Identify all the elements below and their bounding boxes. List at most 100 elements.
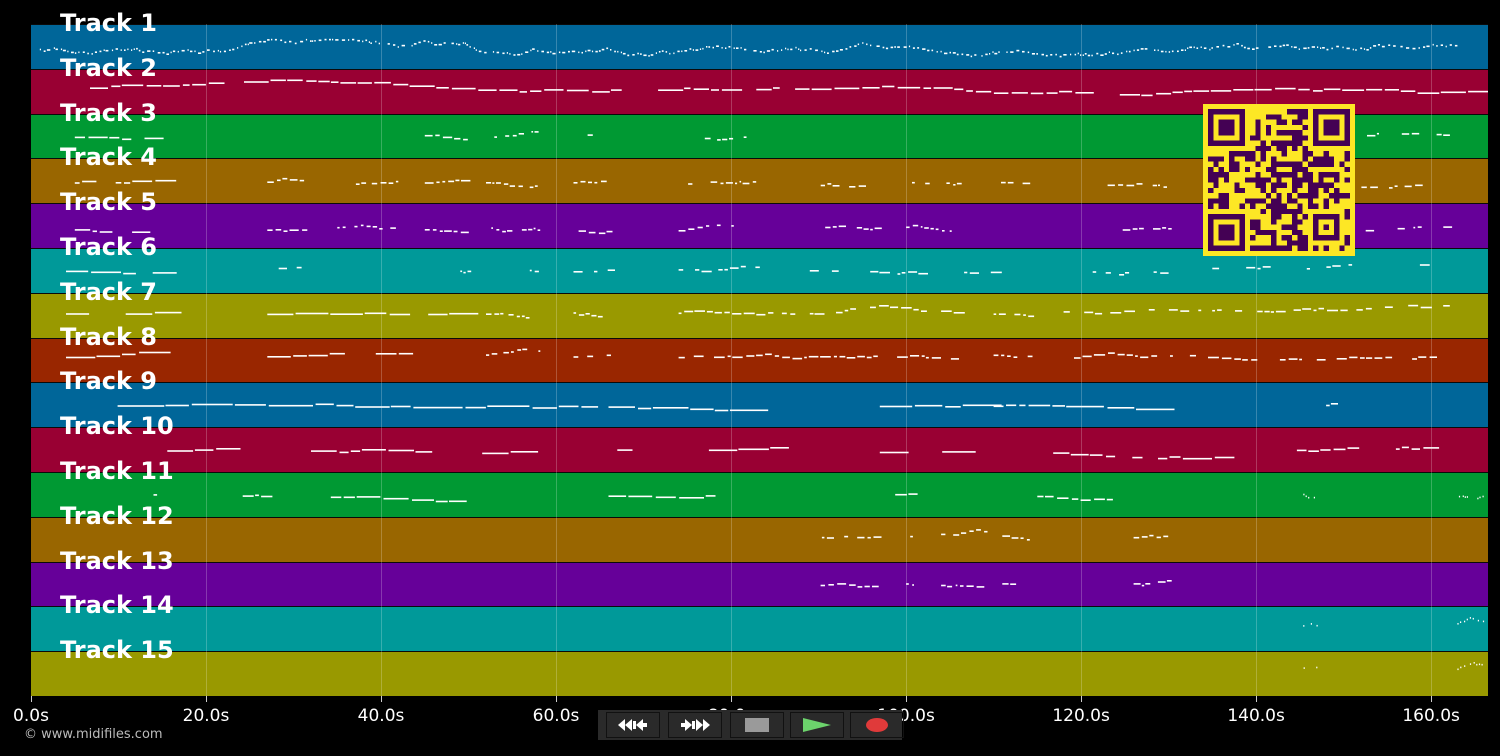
track-label: Track 3 (60, 98, 158, 127)
qr-module (1265, 124, 1272, 131)
midi-note (1279, 45, 1282, 48)
midi-note (678, 269, 684, 271)
midi-note (521, 53, 523, 55)
qr-module (1250, 151, 1256, 157)
midi-note (124, 49, 126, 51)
midi-note (708, 46, 711, 48)
track-lane[interactable] (31, 337, 1488, 383)
tick-label: 120.0s (1052, 706, 1110, 726)
track-label: Track 7 (60, 277, 158, 306)
midi-note (1449, 44, 1452, 46)
qr-module (1229, 161, 1235, 167)
midi-note (714, 409, 729, 412)
qr-module (1297, 130, 1303, 136)
midi-note (255, 494, 259, 497)
midi-note (99, 231, 113, 233)
midi-note (1156, 92, 1172, 95)
midi-note (1311, 46, 1315, 48)
midi-note (849, 46, 852, 48)
midi-note (544, 89, 564, 91)
midi-note (1126, 50, 1128, 53)
qr-module (1292, 140, 1298, 146)
fast-forward-button[interactable] (668, 712, 722, 738)
qr-module (1208, 177, 1214, 183)
midi-note (1133, 583, 1141, 585)
qr-module (1292, 240, 1298, 246)
midi-note (711, 89, 719, 91)
midi-note (721, 47, 723, 49)
midi-note (1057, 497, 1069, 499)
midi-note (870, 44, 872, 47)
midi-note (302, 229, 308, 231)
midi-note (115, 48, 118, 50)
midi-note (1028, 404, 1051, 407)
midi-note (974, 54, 977, 56)
midi-note (88, 136, 108, 139)
midi-note (1432, 43, 1434, 46)
midi-note (1217, 309, 1222, 311)
midi-note (513, 54, 516, 56)
track-lane[interactable] (31, 651, 1488, 697)
qr-module (1276, 193, 1282, 199)
midi-note (1330, 403, 1338, 405)
qr-module (1276, 177, 1282, 183)
midi-note (517, 349, 522, 351)
midi-note (608, 406, 635, 408)
midi-note (811, 88, 832, 91)
track-lane[interactable] (31, 472, 1488, 518)
qr-module (1271, 214, 1277, 220)
midi-note (1158, 457, 1168, 460)
qr-module (1344, 193, 1350, 199)
midi-note (1006, 51, 1008, 53)
midi-note (534, 270, 539, 273)
qr-module (1292, 145, 1298, 152)
track-lane[interactable] (31, 516, 1488, 563)
midi-note (1352, 48, 1354, 51)
midi-note (1136, 183, 1143, 185)
midi-note (992, 51, 994, 53)
midi-note (1360, 357, 1365, 359)
midi-note (1466, 496, 1468, 498)
midi-note (418, 41, 421, 44)
qr-module (1276, 198, 1282, 204)
midi-note (1458, 495, 1461, 498)
qr-module (1323, 161, 1329, 167)
track-lane[interactable] (31, 561, 1488, 607)
qr-module (1250, 177, 1256, 183)
midi-note (234, 404, 266, 406)
record-button[interactable] (850, 712, 904, 738)
midi-note (640, 53, 642, 55)
midi-note (455, 179, 460, 182)
track-lane[interactable] (31, 24, 1488, 70)
midi-note (1157, 49, 1159, 52)
qr-module (1313, 161, 1319, 167)
midi-note (1373, 45, 1377, 47)
qr-module (1323, 182, 1329, 188)
midi-note (1084, 53, 1087, 55)
midi-note (912, 224, 919, 227)
midi-note (389, 313, 411, 316)
stop-button[interactable] (730, 712, 784, 738)
midi-note (665, 51, 668, 53)
midi-note (716, 224, 721, 227)
qr-module (1302, 151, 1308, 157)
midi-note (478, 89, 497, 91)
play-button[interactable] (790, 712, 844, 738)
midi-note (78, 51, 80, 54)
midi-note (120, 49, 122, 51)
midi-note (989, 53, 991, 55)
midi-note (491, 353, 498, 355)
qr-module (1260, 245, 1266, 251)
qr-module (1255, 130, 1261, 136)
midi-note (1082, 54, 1084, 56)
rewind-button[interactable] (606, 712, 660, 738)
qr-module (1260, 229, 1266, 236)
midi-note (308, 354, 328, 357)
midi-note (643, 54, 647, 57)
qr-module (1208, 109, 1245, 115)
midi-note (530, 49, 532, 52)
track-lane[interactable] (31, 606, 1488, 652)
midi-note (529, 186, 534, 189)
midi-note (1360, 47, 1363, 50)
midi-note (267, 39, 270, 41)
